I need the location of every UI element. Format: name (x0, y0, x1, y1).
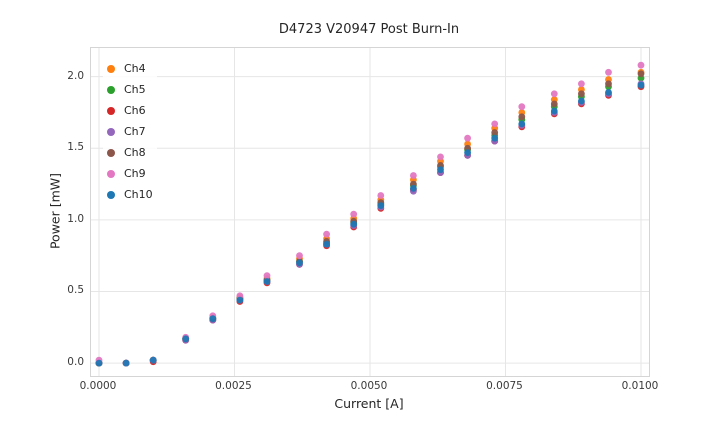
data-point-Ch9 (491, 120, 499, 128)
y-tick-label: 1.0 (67, 212, 84, 225)
data-point-Ch10 (209, 315, 217, 323)
legend-item-Ch4: Ch4 (107, 58, 153, 79)
plot-area: Ch4 Ch5 Ch6 Ch7 Ch8 Ch9 Ch10 (90, 47, 650, 377)
legend-item-Ch7: Ch7 (107, 121, 153, 142)
data-point-Ch10 (518, 120, 526, 128)
data-point-Ch10 (236, 296, 244, 304)
data-point-Ch10 (149, 356, 157, 364)
data-point-Ch10 (437, 166, 444, 174)
data-point-Ch10 (637, 81, 645, 89)
x-tick-label: 0.0100 (621, 380, 659, 392)
legend-label: Ch6 (124, 104, 146, 117)
x-tick-label: 0.0000 (79, 380, 117, 392)
data-point-Ch10 (578, 97, 585, 105)
legend-marker-icon (107, 190, 115, 199)
data-point-Ch10 (350, 220, 358, 228)
y-tick-label: 0.5 (67, 284, 84, 297)
data-point-Ch10 (550, 107, 558, 115)
plot-canvas (91, 48, 649, 376)
data-point-Ch10 (605, 89, 612, 96)
y-tick-label: 2.0 (67, 69, 84, 82)
x-tick-label: 0.0025 (215, 380, 252, 392)
legend-marker-icon (107, 127, 115, 136)
x-tick-label: 0.0050 (350, 380, 388, 392)
data-point-Ch9 (263, 272, 271, 280)
data-point-Ch9 (637, 61, 645, 69)
y-axis-label: Power [mW] (47, 172, 63, 250)
data-point-Ch9 (464, 134, 471, 142)
legend-marker-icon (107, 148, 115, 157)
data-point-Ch9 (437, 153, 444, 161)
data-point-Ch9 (296, 252, 303, 260)
data-point-Ch9 (518, 103, 526, 111)
data-point-Ch8 (550, 100, 558, 108)
data-point-Ch9 (550, 90, 558, 98)
legend-label: Ch10 (124, 188, 153, 201)
legend-label: Ch8 (124, 146, 146, 159)
chart-title: D4723 V20947 Post Burn-In (278, 22, 460, 37)
data-point-Ch8 (578, 90, 585, 98)
data-point-Ch10 (491, 134, 499, 142)
data-point-Ch10 (182, 335, 190, 343)
legend-item-Ch9: Ch9 (107, 163, 153, 184)
legend-item-Ch10: Ch10 (107, 184, 153, 205)
data-point-Ch8 (637, 70, 645, 78)
y-tick-label: 1.5 (67, 141, 84, 154)
data-point-Ch8 (491, 129, 499, 136)
data-point-Ch10 (296, 259, 303, 267)
data-point-Ch9 (578, 80, 585, 88)
data-point-Ch10 (95, 359, 103, 367)
legend-marker-icon (107, 64, 115, 73)
data-point-Ch10 (377, 202, 385, 210)
legend-marker-icon (107, 85, 115, 94)
y-tick-label: 0.0 (67, 356, 84, 369)
data-point-Ch8 (518, 113, 526, 121)
data-point-Ch9 (410, 172, 417, 179)
legend-item-Ch6: Ch6 (107, 100, 153, 121)
legend-marker-icon (107, 106, 115, 115)
legend-label: Ch4 (124, 62, 146, 75)
legend-label: Ch5 (124, 83, 146, 96)
data-point-Ch9 (377, 192, 385, 199)
legend-item-Ch8: Ch8 (107, 142, 153, 163)
data-point-Ch9 (350, 210, 358, 218)
data-point-Ch9 (323, 230, 330, 238)
legend-marker-icon (107, 169, 115, 178)
data-point-Ch10 (323, 240, 330, 248)
legend: Ch4 Ch5 Ch6 Ch7 Ch8 Ch9 Ch10 (103, 56, 157, 207)
data-point-Ch10 (410, 185, 417, 192)
data-point-Ch10 (263, 278, 271, 285)
data-point-Ch9 (605, 68, 612, 76)
legend-item-Ch5: Ch5 (107, 79, 153, 100)
legend-label: Ch9 (124, 167, 146, 180)
x-axis-label: Current [A] (334, 396, 404, 411)
data-point-Ch8 (605, 80, 612, 88)
legend-label: Ch7 (124, 125, 146, 138)
x-tick-label: 0.0075 (486, 380, 523, 392)
data-point-Ch10 (464, 149, 471, 156)
data-point-Ch10 (122, 359, 130, 367)
